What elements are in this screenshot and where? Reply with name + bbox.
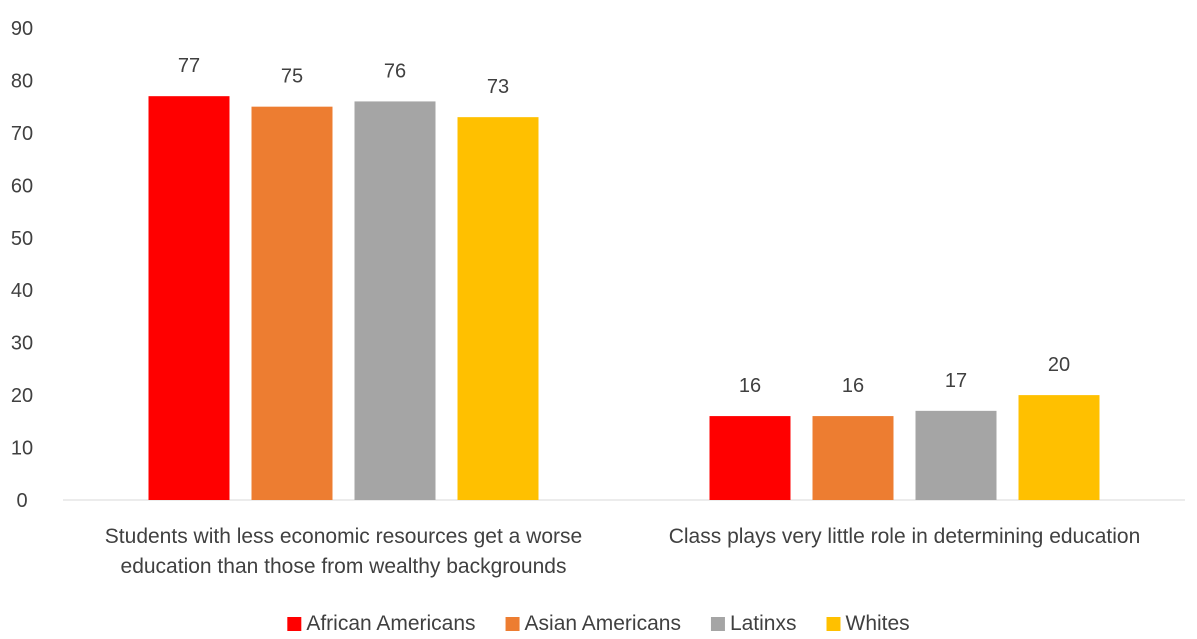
bar xyxy=(354,101,436,500)
bars xyxy=(148,96,1100,501)
bar xyxy=(251,106,333,501)
category-label: Students with less economic resources ge… xyxy=(105,525,582,578)
y-tick-label: 90 xyxy=(11,18,33,40)
y-tick-label: 50 xyxy=(11,228,33,250)
y-tick-label: 20 xyxy=(11,385,33,407)
y-tick-label: 30 xyxy=(11,333,33,355)
data-label: 16 xyxy=(842,375,864,397)
data-label: 16 xyxy=(739,375,761,397)
bar xyxy=(709,416,791,500)
bar xyxy=(457,117,539,501)
y-tick-label: 0 xyxy=(16,490,27,512)
legend-label: Latinxs xyxy=(730,612,797,635)
legend-label: African Americans xyxy=(306,612,475,635)
legend-label: Asian Americans xyxy=(525,612,681,635)
bar xyxy=(915,410,997,500)
data-label: 76 xyxy=(384,60,406,82)
category-label: Class plays very little role in determin… xyxy=(669,525,1141,548)
bar xyxy=(812,416,894,500)
y-axis: 0 10 20 30 40 50 60 70 80 90 xyxy=(11,18,33,512)
bar xyxy=(1018,395,1100,500)
legend-label: Whites xyxy=(846,612,910,635)
y-tick-label: 10 xyxy=(11,438,33,460)
y-tick-label: 60 xyxy=(11,175,33,197)
data-label: 75 xyxy=(281,66,303,88)
data-label: 73 xyxy=(487,76,509,98)
legend-swatch xyxy=(826,617,841,631)
data-labels: 77 75 76 73 16 16 17 20 xyxy=(178,55,1070,397)
data-label: 17 xyxy=(945,370,967,392)
y-tick-label: 40 xyxy=(11,280,33,302)
y-tick-label: 80 xyxy=(11,70,33,92)
legend-swatch xyxy=(710,617,725,631)
data-label: 77 xyxy=(178,55,200,77)
legend-swatch xyxy=(505,617,520,631)
y-tick-label: 70 xyxy=(11,123,33,145)
category-labels: Students with less economic resources ge… xyxy=(105,525,1140,578)
legend: African Americans Asian Americans Latinxs W… xyxy=(287,612,910,635)
legend-swatch xyxy=(287,617,302,631)
data-label: 20 xyxy=(1048,354,1070,376)
bar xyxy=(148,96,230,500)
